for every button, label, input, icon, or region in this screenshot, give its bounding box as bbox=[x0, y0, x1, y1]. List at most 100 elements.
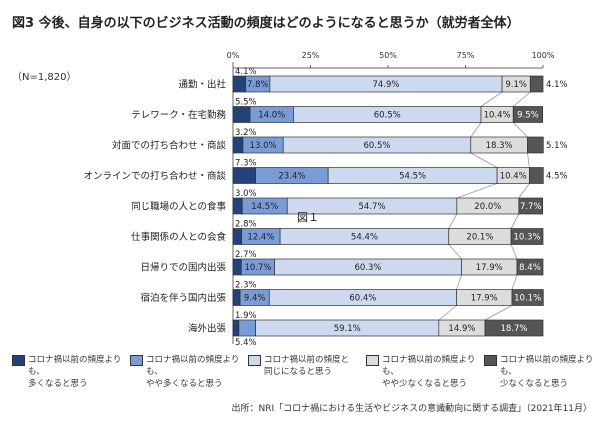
category-label: 同じ職場の人との食事 bbox=[131, 201, 226, 213]
connector-line bbox=[484, 305, 513, 321]
x-tick-label: 0% bbox=[227, 51, 240, 60]
data-label: 2.3% bbox=[235, 281, 257, 291]
data-label: 4.1% bbox=[235, 67, 257, 77]
data-label: 54.5% bbox=[399, 172, 426, 182]
figure-label: 図１ bbox=[297, 211, 319, 224]
data-label: 8.4% bbox=[519, 263, 541, 273]
category-label: オンラインでの打ち合わせ・商談 bbox=[83, 170, 226, 182]
data-label: 14.9% bbox=[448, 324, 475, 334]
connector-line bbox=[448, 244, 462, 260]
data-label: 13.0% bbox=[250, 141, 277, 151]
connector-line bbox=[527, 152, 530, 168]
data-label: 3.0% bbox=[235, 189, 257, 199]
connector-line bbox=[511, 274, 518, 290]
data-label: 18.7% bbox=[501, 324, 528, 334]
data-label: 10.3% bbox=[514, 233, 541, 243]
bar-segment bbox=[512, 106, 544, 123]
legend-swatch bbox=[12, 355, 25, 366]
data-label: 7.7% bbox=[520, 202, 542, 212]
legend-label: コロナ禍以前の頻度よりも、 少なくなると思う bbox=[500, 355, 594, 389]
data-label: 4.1% bbox=[546, 80, 568, 90]
chart-title: 図3 今後、自身の以下のビジネス活動の頻度はどのようになると思うか（就労者全体） bbox=[12, 16, 520, 31]
legend: コロナ禍以前の頻度よりも、 多くなると思う コロナ禍以前の頻度よりも、 やや多くなると… bbox=[12, 354, 600, 390]
source-note: 出所：NRI「コロナ禍における生活やビジネスの意識動向に関する調査」（2021年… bbox=[231, 404, 593, 414]
bar-segment bbox=[232, 197, 243, 215]
data-label: 20.0% bbox=[474, 202, 501, 212]
data-label: 23.4% bbox=[278, 172, 305, 182]
category-label: 日帰りでの国内出張 bbox=[140, 262, 226, 274]
connector-line bbox=[438, 305, 457, 321]
legend-swatch bbox=[130, 355, 143, 366]
category-label: 対面での打ち合わせ・商談 bbox=[112, 140, 227, 152]
data-label: 17.9% bbox=[476, 263, 503, 273]
bar-segment bbox=[510, 228, 544, 245]
data-label: 14.0% bbox=[258, 111, 285, 121]
connector-line bbox=[470, 152, 498, 168]
bar-segment bbox=[511, 289, 544, 306]
data-label: 5.5% bbox=[235, 98, 257, 108]
data-label: 3.2% bbox=[235, 128, 257, 138]
legend-swatch bbox=[248, 355, 261, 366]
bar-segment bbox=[484, 319, 544, 337]
x-tick-label: 50% bbox=[379, 51, 397, 60]
data-label: 17.9% bbox=[471, 294, 498, 304]
data-label: 60.5% bbox=[363, 141, 390, 151]
connector-line bbox=[510, 244, 518, 260]
data-label: 2.8% bbox=[235, 220, 257, 230]
data-label: 60.4% bbox=[349, 294, 376, 304]
connector-line bbox=[512, 122, 528, 138]
data-label: 10.7% bbox=[244, 263, 271, 273]
bar-segment bbox=[238, 319, 256, 337]
legend-label: コロナ禍以前の頻度よりも、 多くなると思う bbox=[28, 355, 122, 389]
bar-segment bbox=[232, 289, 241, 306]
bar-segment bbox=[518, 197, 544, 215]
legend-label: コロナ禍以前の頻度よりも、 やや少なくなると思う bbox=[382, 355, 476, 389]
x-tick-label: 100% bbox=[532, 51, 555, 60]
connector-line bbox=[518, 183, 530, 199]
legend-item: コロナ禍以前の頻度よりも、 多くなると思う bbox=[12, 354, 130, 390]
bar-segment bbox=[232, 106, 251, 123]
bar-segment bbox=[529, 75, 544, 93]
data-label: 7.3% bbox=[235, 159, 257, 169]
connector-line bbox=[480, 91, 503, 107]
data-label: 12.4% bbox=[247, 233, 274, 243]
data-label: 20.1% bbox=[466, 233, 493, 243]
bar-segment bbox=[516, 258, 544, 276]
connector-line bbox=[456, 274, 462, 290]
data-label: 54.4% bbox=[351, 233, 378, 243]
connector-line bbox=[510, 213, 520, 229]
data-label: 9.4% bbox=[244, 294, 266, 304]
bar-segment bbox=[232, 228, 243, 245]
connector-line bbox=[448, 213, 458, 229]
legend-item: コロナ禍以前の頻度と 同じになると思う bbox=[248, 354, 366, 390]
data-label: 60.3% bbox=[354, 263, 381, 273]
data-label: 18.3% bbox=[486, 141, 513, 151]
bar-segment bbox=[527, 136, 544, 154]
connector-line bbox=[456, 183, 498, 199]
x-tick-label: 25% bbox=[302, 51, 320, 60]
data-label: 74.9% bbox=[372, 80, 399, 90]
data-label: 7.8% bbox=[247, 80, 269, 90]
legend-label: コロナ禍以前の頻度と 同じになると思う bbox=[264, 355, 350, 377]
data-label: 14.5% bbox=[251, 202, 278, 212]
category-label: テレワーク・在宅勤務 bbox=[131, 109, 226, 121]
legend-swatch bbox=[366, 355, 379, 366]
data-label: 10.1% bbox=[514, 294, 541, 304]
legend-label: コロナ禍以前の頻度よりも、 やや多くなると思う bbox=[146, 355, 240, 389]
legend-item: コロナ禍以前の頻度よりも、 やや少なくなると思う bbox=[366, 354, 484, 390]
data-label: 5.4% bbox=[235, 338, 257, 348]
legend-item: コロナ禍以前の頻度よりも、 少なくなると思う bbox=[484, 354, 600, 390]
bar-segment bbox=[232, 136, 244, 154]
data-label: 4.5% bbox=[546, 172, 568, 182]
bar-segment bbox=[232, 167, 256, 184]
x-tick-label: 75% bbox=[457, 51, 475, 60]
category-label: 仕事関係の人との会食 bbox=[131, 231, 226, 243]
sample-size-note: （N=1,820） bbox=[12, 72, 77, 83]
category-label: 海外出張 bbox=[188, 323, 227, 335]
legend-swatch bbox=[484, 355, 497, 366]
bar-segment bbox=[232, 258, 242, 276]
bar-segment bbox=[232, 319, 240, 337]
data-label: 60.5% bbox=[374, 111, 401, 121]
